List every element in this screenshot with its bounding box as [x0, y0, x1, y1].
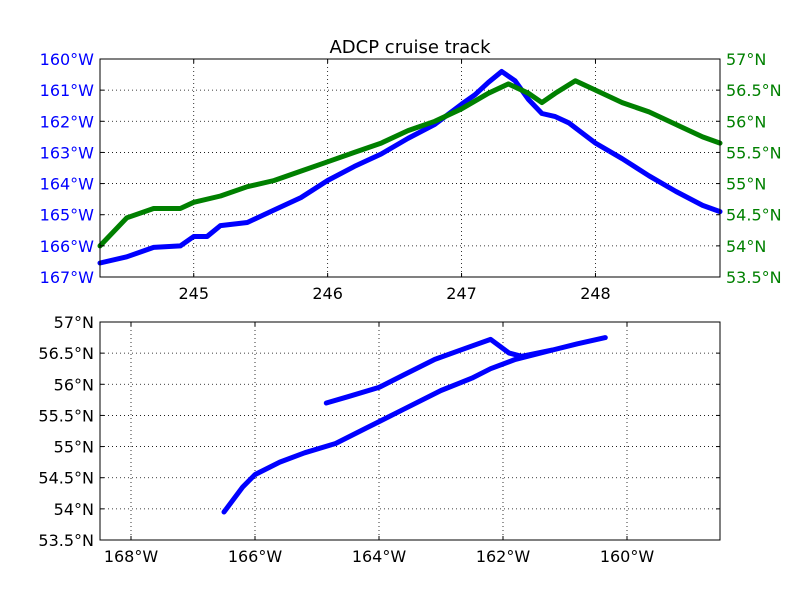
top-right-tick-label: 55.5°N	[726, 143, 782, 162]
bottom-y-tick-label: 57°N	[54, 313, 94, 332]
top-plot-frame	[99, 58, 721, 278]
top-left-tick-label: 164°W	[40, 175, 95, 194]
top-series-line-latitude	[97, 78, 723, 249]
top-right-tick-label: 54°N	[726, 237, 766, 256]
top-chart: ADCP cruise track 245 246 247 248 160°W 161°W…	[40, 37, 782, 303]
top-left-tick-label: 163°W	[40, 143, 95, 162]
top-x-tick-label: 248	[580, 284, 611, 303]
top-x-tick-label: 245	[178, 284, 209, 303]
top-left-tick-label: 161°W	[40, 81, 95, 100]
bottom-y-tick-label: 54.5°N	[38, 469, 94, 488]
top-ticks: 245 246 247 248 160°W 161°W 162°W 163°W 164°W 165…	[40, 50, 782, 303]
bottom-ticks: 168°W 166°W 164°W 162°W 160°W 57°N 56.5°N 56°N 5…	[38, 313, 720, 566]
top-series	[97, 69, 723, 266]
bottom-x-tick-label: 160°W	[600, 547, 655, 566]
bottom-track-line	[221, 335, 608, 515]
bottom-plot-frame	[99, 321, 721, 541]
bottom-series	[221, 335, 608, 515]
top-right-tick-label: 53.5°N	[726, 268, 782, 287]
bottom-y-tick-label: 56°N	[54, 375, 94, 394]
top-right-tick-label: 55°N	[726, 175, 766, 194]
bottom-x-tick-label: 162°W	[476, 547, 531, 566]
top-right-tick-label: 57°N	[726, 50, 766, 69]
top-left-tick-label: 167°W	[40, 268, 95, 287]
bottom-x-tick-label: 168°W	[104, 547, 159, 566]
bottom-chart: 168°W 166°W 164°W 162°W 160°W 57°N 56.5°N 56°N 5…	[38, 313, 721, 566]
bottom-y-tick-label: 53.5°N	[38, 531, 94, 550]
top-left-tick-label: 166°W	[40, 237, 95, 256]
bottom-y-tick-label: 55.5°N	[38, 406, 94, 425]
top-left-tick-label: 160°W	[40, 50, 95, 69]
bottom-x-tick-label: 164°W	[352, 547, 407, 566]
top-left-tick-label: 165°W	[40, 206, 95, 225]
bottom-y-tick-label: 56.5°N	[38, 344, 94, 363]
bottom-x-tick-label: 166°W	[228, 547, 283, 566]
top-chart-title: ADCP cruise track	[329, 37, 491, 58]
top-right-tick-label: 54.5°N	[726, 206, 782, 225]
top-x-tick-label: 247	[446, 284, 477, 303]
top-right-tick-label: 56°N	[726, 112, 766, 131]
top-left-tick-label: 162°W	[40, 112, 95, 131]
top-x-tick-label: 246	[312, 284, 343, 303]
bottom-y-tick-label: 54°N	[54, 500, 94, 519]
bottom-y-tick-label: 55°N	[54, 438, 94, 457]
top-right-tick-label: 56.5°N	[726, 81, 782, 100]
